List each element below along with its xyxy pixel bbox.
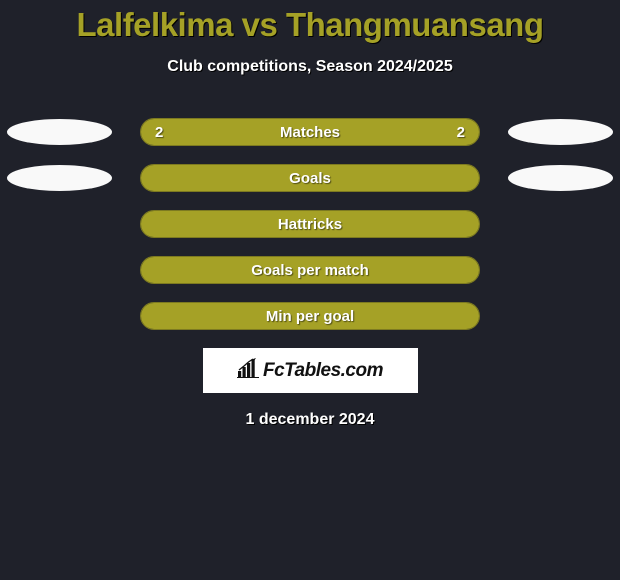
stat-bar: Goals <box>140 164 480 192</box>
stat-bar: 22Matches <box>140 118 480 146</box>
player-ellipse-left <box>7 119 112 145</box>
bar-label: Goals per match <box>141 257 479 284</box>
player-ellipse-right <box>508 119 613 145</box>
player-ellipse-left <box>7 165 112 191</box>
bar-label: Matches <box>141 119 479 146</box>
date-label: 1 december 2024 <box>0 411 620 429</box>
logo-text: FcTables.com <box>263 360 383 382</box>
bar-chart-icon <box>237 358 259 383</box>
stats-rows: 22Matches Goals Hattricks Goals per match Mi… <box>0 118 620 330</box>
subtitle: Club competitions, Season 2024/2025 <box>0 58 620 76</box>
stat-bar: Min per goal <box>140 302 480 330</box>
stat-row: Goals per match <box>0 256 620 284</box>
page-title: Lalfelkima vs Thangmuansang <box>0 0 620 44</box>
stat-row: Goals <box>0 164 620 192</box>
stat-row: 22Matches <box>0 118 620 146</box>
logo-box: FcTables.com <box>203 348 418 393</box>
bar-label: Min per goal <box>141 303 479 330</box>
player-ellipse-right <box>508 165 613 191</box>
stat-bar: Goals per match <box>140 256 480 284</box>
bar-label: Hattricks <box>141 211 479 238</box>
stat-row: Min per goal <box>0 302 620 330</box>
stat-row: Hattricks <box>0 210 620 238</box>
bar-label: Goals <box>141 165 479 192</box>
stat-bar: Hattricks <box>140 210 480 238</box>
